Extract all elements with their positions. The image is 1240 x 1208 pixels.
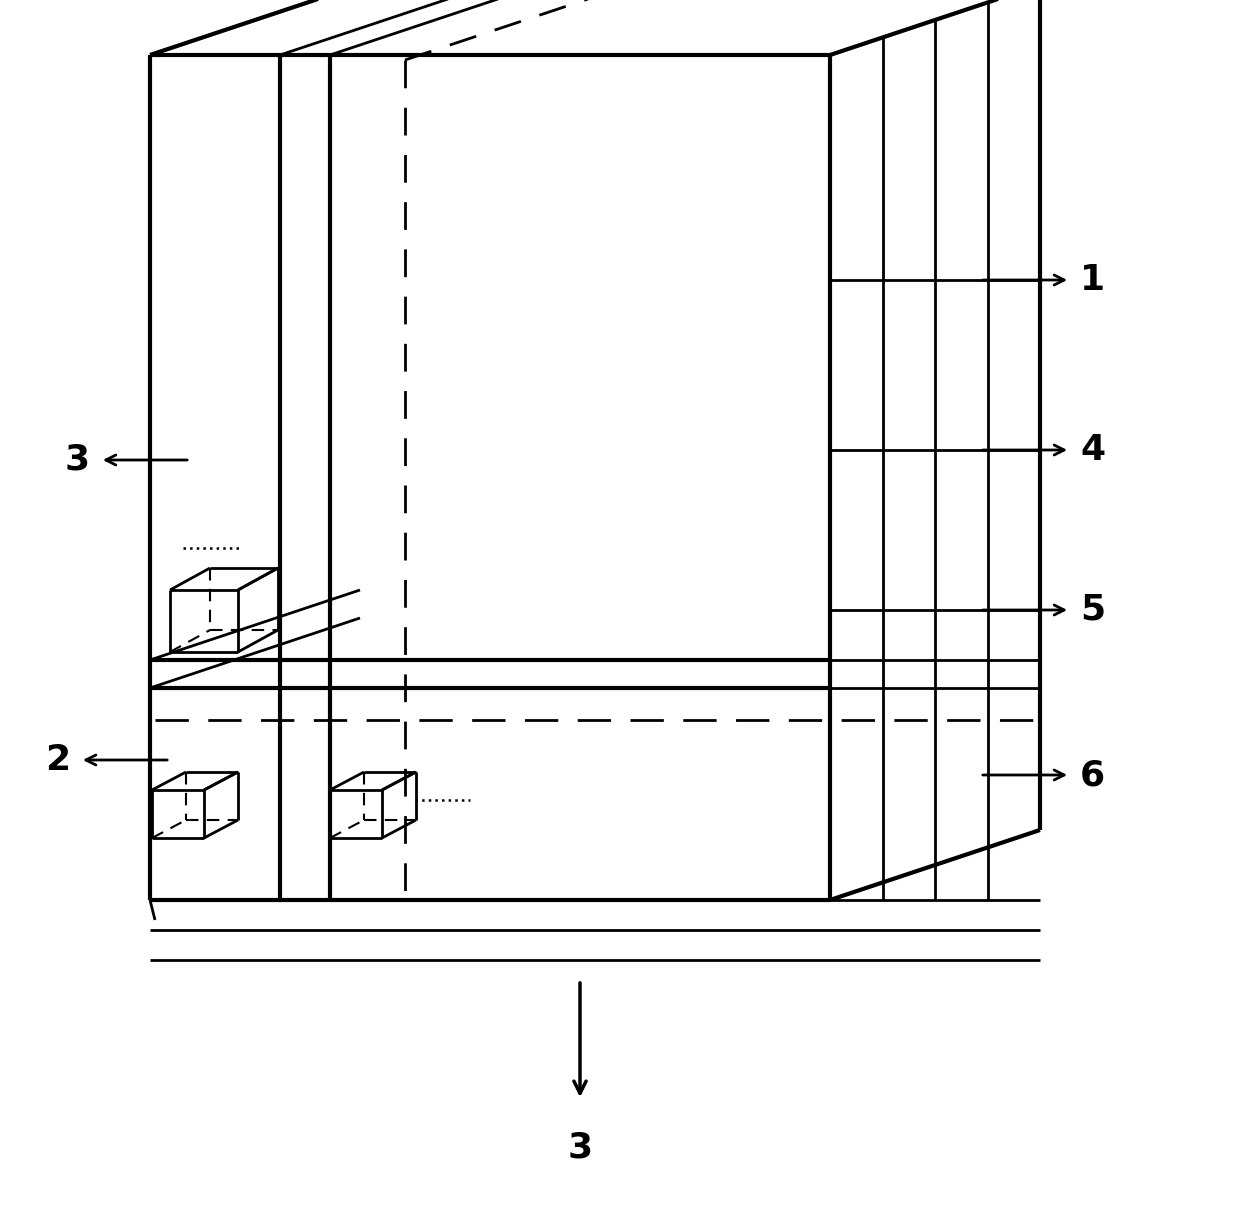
- Text: 3: 3: [568, 1129, 593, 1165]
- Text: 1: 1: [1080, 263, 1105, 297]
- Text: 6: 6: [1080, 757, 1105, 792]
- Text: 4: 4: [1080, 432, 1105, 467]
- Text: 5: 5: [1080, 593, 1105, 627]
- Text: 2: 2: [45, 743, 69, 777]
- Text: 3: 3: [64, 443, 91, 477]
